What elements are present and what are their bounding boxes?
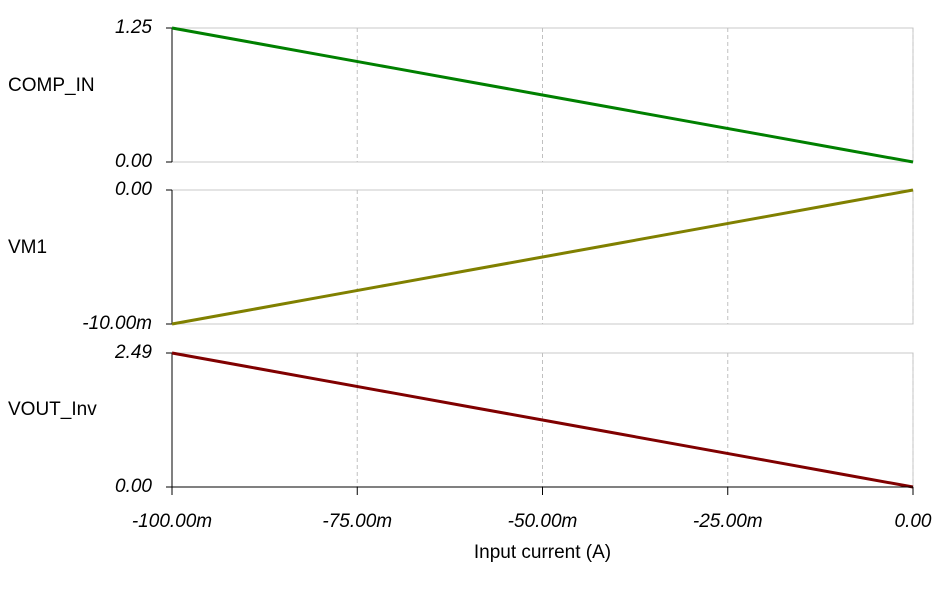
x-tick-label: -25.00m xyxy=(693,511,763,532)
x-tick-label: -75.00m xyxy=(322,511,392,532)
y-tick-label: 0.00 xyxy=(115,151,152,172)
series-label: VOUT_Inv xyxy=(8,399,97,420)
x-tick-label: 0.00 xyxy=(895,511,932,532)
x-tick-label: -100.00m xyxy=(132,511,212,532)
line xyxy=(171,351,914,489)
series-label: VM1 xyxy=(8,237,47,258)
y-tick-label: 0.00 xyxy=(115,179,152,200)
line xyxy=(171,188,914,326)
series-label: COMP_IN xyxy=(8,75,95,96)
x-axis-label: Input current (A) xyxy=(474,542,611,563)
y-tick-label: -10.00m xyxy=(82,313,152,334)
y-tick-label: 0.00 xyxy=(115,476,152,497)
line xyxy=(171,26,914,164)
x-tick-label: -50.00m xyxy=(508,511,578,532)
y-tick-label: 1.25 xyxy=(115,17,152,38)
y-tick-label: 2.49 xyxy=(114,342,152,363)
